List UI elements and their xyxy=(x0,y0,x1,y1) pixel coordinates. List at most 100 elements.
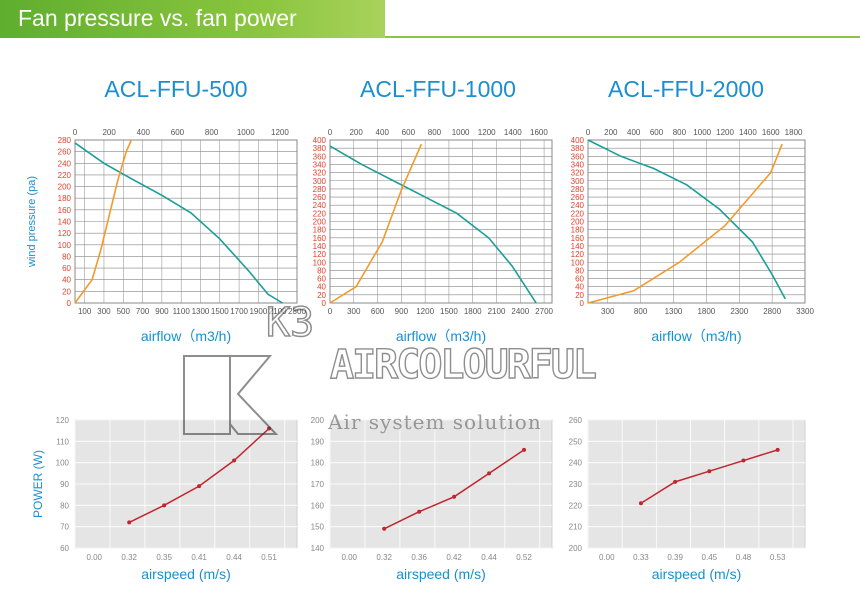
y-tick-label-1-3: 60 xyxy=(317,275,326,284)
power-y-tick-label-1-3: 170 xyxy=(311,480,325,489)
y-tick-label-0-6: 120 xyxy=(58,229,72,238)
watermark-subtitle: Air system solution xyxy=(328,410,542,434)
power-point-1-3 xyxy=(487,471,492,476)
power-x-tick-label-2-2: 0.39 xyxy=(667,553,683,562)
y-tick-label-0-13: 260 xyxy=(58,148,72,157)
y-tick-label-2-4: 80 xyxy=(575,266,584,275)
x-axis-label-0: airflow（m3/h) xyxy=(141,328,231,344)
x-tick-label-0-6: 1300 xyxy=(192,307,210,316)
power-y-tick-label-0-0: 60 xyxy=(60,544,69,553)
power-tick-label-1-0: 0 xyxy=(328,128,333,137)
power-y-tick-label-0-1: 70 xyxy=(60,523,69,532)
power-x-tick-label-2-3: 0.45 xyxy=(702,553,718,562)
y-tick-label-2-19: 380 xyxy=(571,144,585,153)
power-x-tick-label-0-0: 0.00 xyxy=(86,553,102,562)
power-y-tick-label-2-6: 260 xyxy=(569,416,583,425)
power-y-tick-label-0-6: 120 xyxy=(56,416,70,425)
x-axis-label-2: airflow（m3/h) xyxy=(651,328,741,344)
power-tick-label-0-5: 1000 xyxy=(237,128,255,137)
x-tick-label-2-0: 300 xyxy=(601,307,615,316)
power-point-0-1 xyxy=(162,503,167,508)
power-y-tick-label-0-2: 80 xyxy=(60,501,69,510)
power-tick-label-2-1: 200 xyxy=(604,128,618,137)
y-tick-label-1-1: 20 xyxy=(317,291,326,300)
power-y-tick-label-1-6: 200 xyxy=(311,416,325,425)
power-y-tick-label-1-5: 190 xyxy=(311,437,325,446)
power-tick-label-0-4: 800 xyxy=(205,128,219,137)
power-x-tick-label-0-3: 0.41 xyxy=(191,553,207,562)
y-tick-label-1-15: 300 xyxy=(313,177,327,186)
y-tick-label-2-11: 220 xyxy=(571,209,585,218)
power-tick-label-2-7: 1400 xyxy=(739,128,757,137)
y-tick-label-0-8: 160 xyxy=(58,206,72,215)
y-tick-label-2-6: 120 xyxy=(571,250,585,259)
x-tick-label-0-0: 100 xyxy=(78,307,92,316)
power-x-tick-label-1-4: 0.44 xyxy=(481,553,497,562)
power-tick-label-1-5: 1000 xyxy=(452,128,470,137)
y-tick-label-2-13: 260 xyxy=(571,193,585,202)
power-tick-label-1-1: 200 xyxy=(349,128,363,137)
y-tick-label-1-8: 160 xyxy=(313,234,327,243)
y-tick-label-2-2: 40 xyxy=(575,283,584,292)
y-tick-label-1-19: 380 xyxy=(313,144,327,153)
power-x-tick-label-1-3: 0.42 xyxy=(446,553,462,562)
x-tick-label-0-9: 1900 xyxy=(249,307,267,316)
chart-title-ffu-1000: ACL-FFU-1000 xyxy=(360,76,516,102)
y-tick-label-1-2: 40 xyxy=(317,283,326,292)
y-tick-label-2-5: 100 xyxy=(571,258,585,267)
power-tick-label-1-4: 800 xyxy=(428,128,442,137)
header-rule xyxy=(385,36,860,38)
y-tick-label-0-9: 180 xyxy=(58,194,72,203)
y-tick-label-2-9: 180 xyxy=(571,226,585,235)
x-tick-label-2-3: 1800 xyxy=(697,307,715,316)
power-point-2-2 xyxy=(707,469,712,474)
y-tick-label-0-7: 140 xyxy=(58,218,72,227)
y-tick-label-0-12: 240 xyxy=(58,159,72,168)
power-y-tick-label-1-0: 140 xyxy=(311,544,325,553)
pressure-curve-1 xyxy=(329,145,537,304)
power-tick-label-1-7: 1400 xyxy=(504,128,522,137)
power-y-tick-label-2-0: 200 xyxy=(569,544,583,553)
power-x-axis-label-0: airspeed (m/s) xyxy=(141,566,230,582)
y-tick-label-2-14: 280 xyxy=(571,185,585,194)
power-point-1-1 xyxy=(417,509,422,514)
x-tick-label-0-2: 500 xyxy=(117,307,131,316)
power-x-tick-label-1-2: 0.36 xyxy=(411,553,427,562)
power-y-tick-label-2-3: 230 xyxy=(569,480,583,489)
y-tick-label-1-12: 240 xyxy=(313,201,327,210)
power-x-tick-label-0-5: 0.51 xyxy=(261,553,277,562)
power-tick-label-2-9: 1800 xyxy=(785,128,803,137)
x-tick-label-2-2: 1300 xyxy=(665,307,683,316)
y-tick-label-2-20: 400 xyxy=(571,136,585,145)
y-tick-label-2-1: 20 xyxy=(575,291,584,300)
power-x-tick-label-0-4: 0.44 xyxy=(226,553,242,562)
power-y-tick-label-2-2: 220 xyxy=(569,501,583,510)
y-tick-label-1-5: 100 xyxy=(313,258,327,267)
x-tick-label-2-6: 3300 xyxy=(796,307,814,316)
banner-title: Fan pressure vs. fan power xyxy=(18,5,297,31)
power-y-tick-label-0-3: 90 xyxy=(60,480,69,489)
y-axis-label-0: wind pressure (pa) xyxy=(26,176,38,268)
power-y-tick-label-0-5: 110 xyxy=(56,437,69,446)
y-tick-label-1-9: 180 xyxy=(313,226,327,235)
y-tick-label-0-1: 20 xyxy=(62,287,71,296)
y-tick-label-0-5: 100 xyxy=(58,241,72,250)
y-tick-label-1-18: 360 xyxy=(313,152,327,161)
power-tick-label-1-3: 600 xyxy=(402,128,416,137)
y-tick-label-0-11: 220 xyxy=(58,171,72,180)
power-tick-label-0-0: 0 xyxy=(73,128,78,137)
power-point-2-0 xyxy=(638,501,643,506)
y-tick-label-1-10: 200 xyxy=(313,218,327,227)
power-point-2-4 xyxy=(775,447,780,452)
power-x-tick-label-1-5: 0.52 xyxy=(516,553,532,562)
power-y-tick-label-0-4: 100 xyxy=(56,459,70,468)
power-y-axis-label-0: POWER (W) xyxy=(31,450,45,518)
x-tick-label-1-5: 1500 xyxy=(440,307,458,316)
y-tick-label-1-16: 320 xyxy=(313,169,327,178)
pressure-curve-2 xyxy=(587,139,786,300)
watermark: K3 AIRCOLOURFUL Air system solution xyxy=(180,296,598,446)
y-tick-label-1-11: 220 xyxy=(313,209,327,218)
y-tick-label-2-10: 200 xyxy=(571,218,585,227)
power-tick-label-2-0: 0 xyxy=(586,128,591,137)
power-tick-label-1-2: 400 xyxy=(376,128,390,137)
